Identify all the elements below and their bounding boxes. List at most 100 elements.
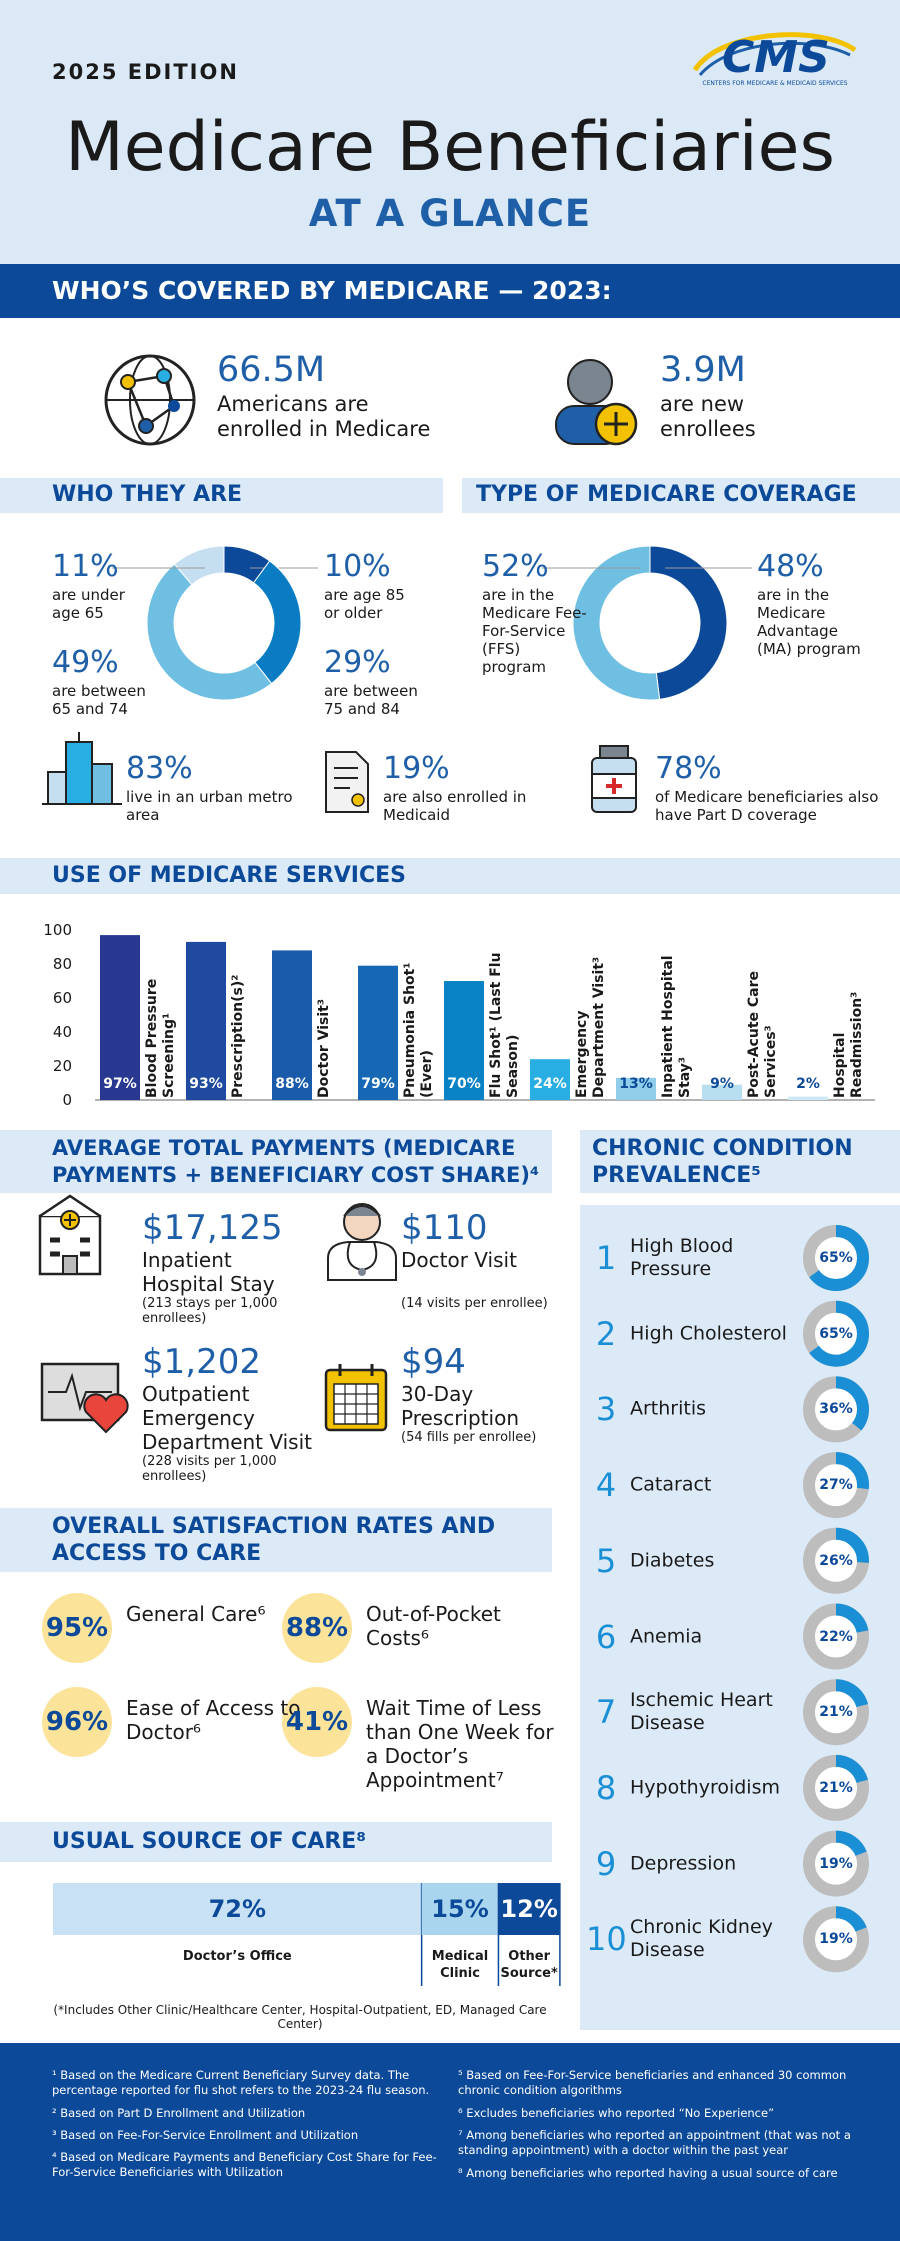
payment-icon [38,1194,102,1276]
segment-value-label: 15% [431,1895,489,1923]
icon-part [48,1372,112,1412]
bar-value-label: 70% [447,1076,481,1092]
bar-category-label: Emergency Department Visit³ [574,956,607,1098]
bar [788,1096,828,1100]
condition-rank: 6 [595,1617,617,1656]
fact-text: of Medicare beneficiaries also have Part… [655,788,879,824]
icon-part [567,359,613,405]
payment-label: 30-Day Prescription [401,1382,519,1430]
donut-segment [252,560,302,685]
donut-label: are under age 65 [52,586,125,622]
icon-part [327,1241,397,1281]
icon-part [50,1237,90,1257]
payment-note: (54 fills per enrollee) [401,1430,537,1445]
y-tick-label: 20 [52,1057,72,1075]
satisfaction-value: 95% [45,1613,109,1643]
condition-rank: 4 [595,1466,617,1505]
section-bar [462,478,900,513]
footnote: ⁴ Based on Medicare Payments and Benefic… [52,2150,437,2179]
donut-value-label: 10% [324,549,391,584]
stat-value: 3.9M [660,350,746,390]
bar-category-label: Hospital Readmission³ [832,991,865,1098]
payment-icon [327,1203,397,1281]
bar-value-label: 79% [361,1076,395,1092]
bar [702,1084,742,1100]
bar [358,965,398,1100]
donut-arc [803,1906,869,1973]
section-bar [0,1508,552,1572]
bar [530,1059,570,1100]
condition-rank: 7 [595,1693,617,1732]
condition-name: Anemia [630,1625,703,1647]
payment-icon [324,1364,388,1432]
title: Medicare Beneficiaries [65,108,835,187]
payment-note: (228 visits per 1,000 enrollees) [142,1454,277,1484]
donut-arc [803,1527,869,1594]
stacked-segment [53,1883,422,1935]
bar [100,935,140,1100]
y-tick-label: 80 [52,955,72,973]
section-heading: CHRONIC CONDITION PREVALENCE⁵ [592,1136,853,1188]
fact-value: 83% [126,751,193,786]
icon-part [91,763,113,805]
segment-category-label: Doctor’s Office [182,1949,292,1964]
cms-logo-swoosh [692,32,857,76]
icon-part [65,741,93,805]
donut-value-label: 26% [819,1552,853,1569]
satisfaction-value: 41% [285,1707,349,1737]
icon-part [338,1364,374,1376]
bar [186,941,226,1100]
donut-value-label: 36% [819,1401,853,1418]
icon-part [168,400,180,412]
donut-label: are age 85 or older [324,586,405,622]
segment-value-label: 12% [500,1895,558,1923]
icon-part [156,368,172,384]
logo-tagline: CENTERS FOR MEDICARE & MEDICAID SERVICES [702,80,848,87]
condition-rank: 3 [595,1390,617,1429]
fact-icon [325,751,369,813]
condition-rank: 8 [595,1768,617,1807]
donut-label: are between 65 and 74 [52,682,146,718]
payment-amount: $1,202 [142,1342,261,1382]
stat-value: 66.5M [217,350,326,390]
covered-band [0,264,900,318]
donut-segment [173,545,225,586]
footnote: ⁷ Among beneficiaries who reported an ap… [458,2128,851,2157]
bar-value-label: 2% [796,1076,820,1092]
icon-part [334,1384,378,1424]
section-heading: WHO THEY ARE [52,482,243,507]
section-bar [0,858,900,894]
stat-text: Americans are enrolled in Medicare [217,392,431,441]
section-bar [0,478,443,513]
section-heading: USE OF MEDICARE SERVICES [52,863,406,888]
section-heading: OVERALL SATISFACTION RATES AND ACCESS TO… [52,1514,496,1566]
bar-value-label: 13% [619,1076,653,1092]
icon-part [138,418,154,434]
y-tick-label: 0 [62,1091,72,1109]
bar-category-label: Flu Shot¹ (Last Flu Season) [488,952,521,1098]
icon-part [64,1214,76,1226]
donut-label: are in the Medicare Advantage (MA) progr… [757,586,861,658]
payment-label: Outpatient Emergency Department Visit [142,1382,312,1454]
section-heading: TYPE OF MEDICARE COVERAGE [476,482,857,507]
icon-part [39,1194,101,1218]
segment-value-label: 72% [208,1895,267,1923]
donut-value-label: 19% [819,1931,853,1948]
bar-category-label: Inpatient Hospital Stay³ [660,955,693,1098]
logo: CMS [722,32,830,83]
condition-rank: 2 [595,1314,617,1353]
icon-part [692,32,857,72]
condition-name: Cataract [630,1473,712,1496]
icon-part [698,41,851,76]
footnote: ⁸ Among beneficiaries who reported havin… [458,2166,838,2180]
bar-value-label: 9% [710,1076,734,1092]
satisfaction-value: 96% [45,1707,109,1737]
satisfaction-label: Out-of-Pocket Costs⁶ [366,1602,501,1650]
y-tick-label: 40 [52,1023,72,1041]
payment-note: (213 stays per 1,000 enrollees) [142,1296,278,1326]
donut-value-label: 27% [819,1477,853,1494]
section-heading: AVERAGE TOTAL PAYMENTS (MEDICARE PAYMENT… [52,1136,540,1187]
icon-part [62,1255,78,1275]
payment-note: (14 visits per enrollee) [401,1296,548,1311]
